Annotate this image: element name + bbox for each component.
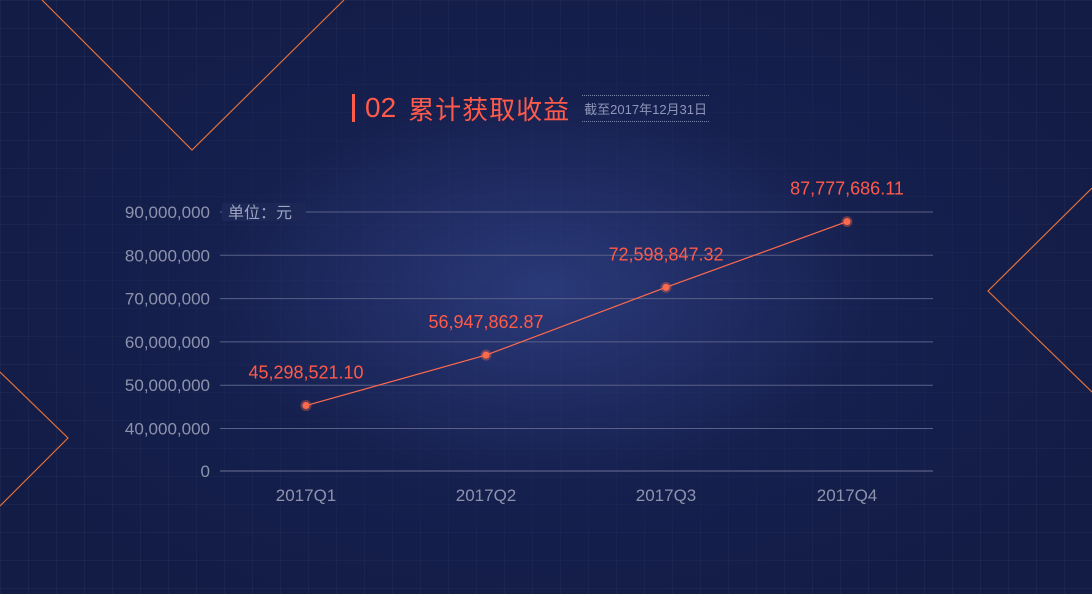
title-accent-bar: [352, 94, 355, 122]
x-tick-label: 2017Q3: [636, 486, 697, 505]
grid-lines: [220, 211, 933, 472]
y-axis-ticks: 0 40,000,000 50,000,000 60,000,000 70,000,00…: [125, 203, 210, 481]
y-tick-label: 80,000,000: [125, 246, 210, 265]
data-point: [302, 402, 310, 410]
chart-header: 02 累计获取收益 截至2017年12月31日: [352, 88, 710, 128]
y-tick-label: 0: [201, 462, 210, 481]
y-tick-label: 60,000,000: [125, 333, 210, 352]
data-point: [482, 351, 490, 359]
date-note: 截至2017年12月31日: [582, 94, 710, 122]
data-labels: 45,298,521.10 56,947,862.87 72,598,847.32 8…: [248, 179, 903, 383]
y-tick-label: 90,000,000: [125, 203, 210, 222]
y-axis-unit: 单位：元: [228, 204, 292, 222]
decor-line-top-left: [41, 0, 345, 151]
x-tick-label: 2017Q4: [817, 486, 878, 505]
data-point: [662, 283, 670, 291]
x-axis-ticks: 2017Q1 2017Q2 2017Q3 2017Q4: [276, 486, 878, 505]
x-tick-label: 2017Q2: [456, 486, 517, 505]
data-label: 72,598,847.32: [608, 244, 723, 264]
unit-label-background: [222, 203, 306, 221]
x-tick-label: 2017Q1: [276, 486, 337, 505]
decor-line-right: [987, 187, 1092, 393]
y-tick-label: 50,000,000: [125, 376, 210, 395]
y-tick-label: 40,000,000: [125, 420, 210, 439]
data-label: 87,777,686.11: [790, 179, 904, 199]
data-point: [843, 218, 851, 226]
page-title: 累计获取收益: [408, 94, 571, 125]
decor-line-left: [0, 371, 69, 507]
section-index: 02: [365, 92, 397, 123]
data-points: [300, 216, 853, 412]
data-label: 56,947,862.87: [428, 312, 543, 332]
data-label: 45,298,521.10: [248, 363, 363, 383]
series-line: [305, 221, 848, 407]
y-tick-label: 70,000,000: [125, 290, 210, 309]
